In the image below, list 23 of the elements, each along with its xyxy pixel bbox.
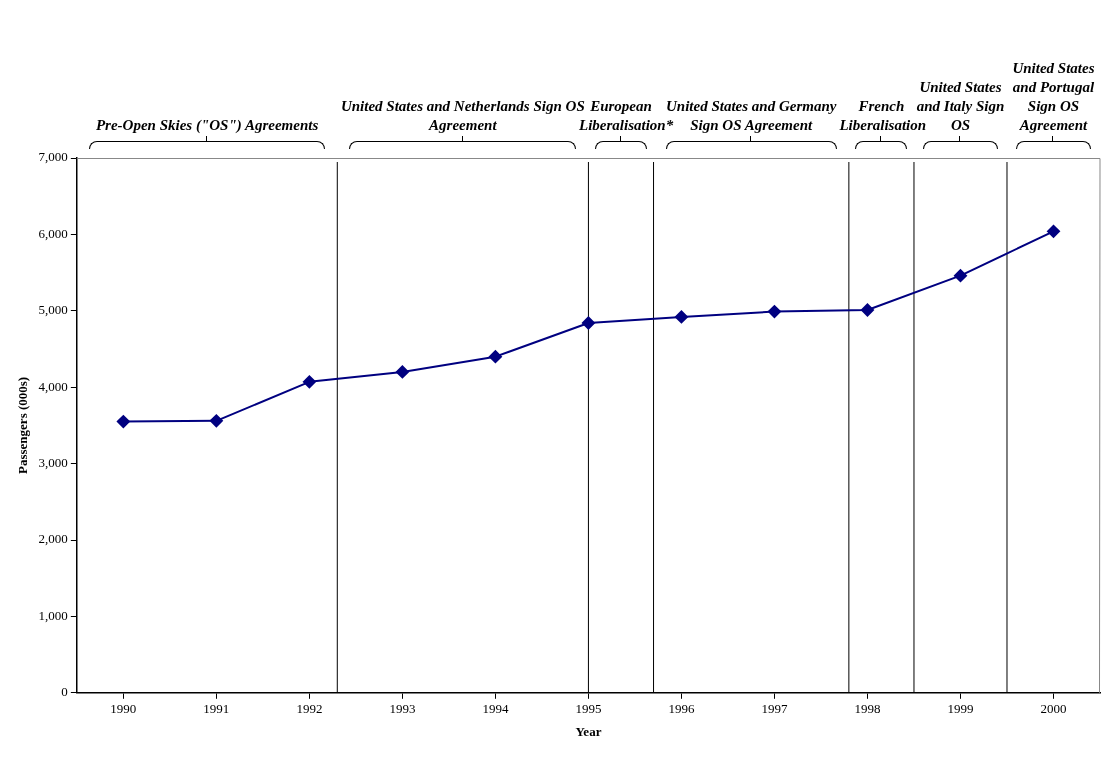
y-tick-label: 4,000 <box>38 378 68 394</box>
x-tick-label: 1994 <box>482 701 509 717</box>
y-tick-label: 2,000 <box>38 531 68 547</box>
text: Pre-Open Skies ("OS") Agreements <box>94 116 320 135</box>
x-tick-label: 2000 <box>1040 701 1067 717</box>
y-tick-label: 5,000 <box>38 302 68 318</box>
y-tick-label: 6,000 <box>38 225 68 241</box>
x-axis-title: Year <box>575 723 602 739</box>
x-tick-label: 1995 <box>575 701 602 717</box>
x-tick-label: 1991 <box>203 701 230 717</box>
text: United States and Portugal Sign OS Agreement <box>1011 59 1096 135</box>
x-tick-label: 1999 <box>947 701 974 717</box>
x-tick-label: 1993 <box>389 701 416 717</box>
y-axis-title: Passengers (000s) <box>15 376 31 474</box>
x-tick-label: 1998 <box>854 701 881 717</box>
y-tick-label: 0 <box>61 684 68 700</box>
x-tick-label: 1997 <box>761 701 788 717</box>
x-tick-label: 1996 <box>668 701 695 717</box>
y-tick-label: 7,000 <box>38 149 68 165</box>
y-tick-label: 1,000 <box>38 607 68 623</box>
y-tick-label: 3,000 <box>38 455 68 471</box>
x-tick-label: 1992 <box>296 701 323 717</box>
x-tick-label: 1990 <box>110 701 137 717</box>
